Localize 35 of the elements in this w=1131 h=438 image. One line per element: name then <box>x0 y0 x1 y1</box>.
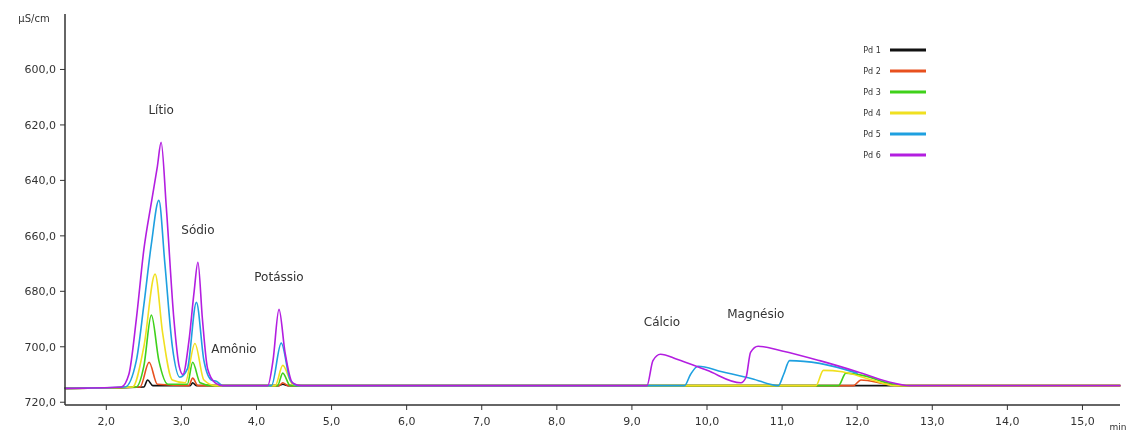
legend-label: Pd 6 <box>863 150 881 160</box>
annotation: Cálcio <box>643 315 681 330</box>
annotation: Magnésio <box>727 307 785 322</box>
x-tick-label: 7,0 <box>472 415 491 428</box>
x-tick-label: 10,0 <box>694 415 720 428</box>
legend-label: Pd 5 <box>863 129 881 139</box>
annotation: Amônio <box>211 342 257 357</box>
x-tick-label: 5,0 <box>322 415 341 428</box>
y-tick-label: 720,0 <box>24 396 56 410</box>
annotation: Lítio <box>148 103 174 118</box>
y-tick-label: 600,0 <box>24 63 56 77</box>
legend-label: Pd 2 <box>863 66 881 76</box>
x-tick-label: 9,0 <box>623 415 641 428</box>
y-tick-label: 620,0 <box>24 118 56 132</box>
annotation: Potássio <box>254 270 304 285</box>
x-tick-label: 3,0 <box>172 415 191 428</box>
x-tick-label: 4,0 <box>247 415 266 428</box>
x-tick-label: 6,0 <box>397 415 416 428</box>
annotation: Sódio <box>181 223 215 238</box>
x-tick-label: 13,0 <box>920 415 945 428</box>
x-tick-label: 8,0 <box>548 415 566 428</box>
legend-label: Pd 3 <box>863 87 881 97</box>
x-tick-label: 11,0 <box>769 415 795 428</box>
legend-label: Pd 4 <box>863 108 881 118</box>
y-tick-label: 640,0 <box>24 174 56 188</box>
x-tick-label: 15,0 <box>1070 415 1095 428</box>
legend-label: Pd 1 <box>863 45 881 55</box>
y-tick-label: 700,0 <box>24 340 56 354</box>
x-tick-label: 2,0 <box>97 415 116 428</box>
x-axis-title: min <box>1109 422 1127 432</box>
y-tick-label: 660,0 <box>24 229 56 243</box>
y-tick-label: 680,0 <box>24 285 56 299</box>
y-axis-title: µS/cm <box>18 13 50 24</box>
x-tick-label: 14,0 <box>995 415 1020 428</box>
x-tick-label: 12,0 <box>844 415 870 428</box>
